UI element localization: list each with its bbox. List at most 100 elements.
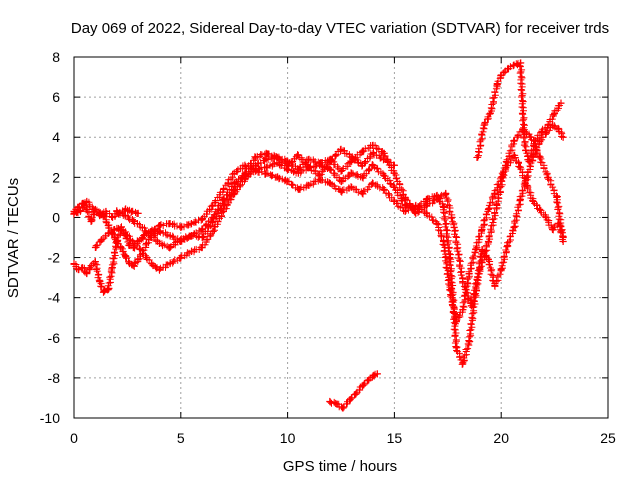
data-point	[544, 121, 552, 129]
data-point	[262, 149, 270, 157]
y-tick-label: 0	[52, 209, 60, 225]
data-point	[348, 169, 356, 177]
data-point	[422, 195, 430, 203]
data-point	[326, 157, 334, 165]
data-point	[557, 99, 565, 107]
data-point	[337, 177, 345, 185]
data-series-track-f	[473, 59, 565, 166]
data-point	[493, 201, 501, 209]
data-point	[459, 306, 467, 314]
data-point	[452, 318, 460, 326]
data-point	[74, 266, 82, 274]
y-tick-label: -2	[48, 250, 61, 266]
data-point	[130, 240, 138, 247]
data-point	[108, 213, 116, 221]
data-point	[510, 61, 518, 69]
data-point	[380, 155, 388, 163]
data-point	[529, 153, 537, 161]
data-point	[79, 264, 86, 272]
data-point	[198, 244, 206, 251]
data-point	[198, 215, 206, 223]
data-point	[504, 65, 512, 73]
data-point	[559, 238, 567, 245]
data-point	[521, 141, 529, 149]
data-point	[493, 81, 501, 89]
data-point	[348, 183, 356, 191]
data-point	[369, 161, 377, 169]
data-point	[230, 169, 238, 177]
data-point	[337, 145, 345, 153]
data-point	[380, 171, 388, 179]
data-point	[487, 109, 494, 117]
y-axis-label: SDTVAR / TECUs	[5, 178, 22, 298]
data-point	[412, 201, 420, 209]
y-tick-label: -8	[48, 370, 61, 386]
data-layer	[70, 59, 567, 412]
data-point	[333, 400, 341, 408]
data-point	[121, 211, 129, 219]
data-point	[252, 153, 260, 161]
data-point	[121, 252, 129, 260]
y-tick-label: 2	[52, 169, 60, 185]
data-point	[121, 205, 129, 213]
data-point	[478, 226, 486, 233]
data-point	[166, 244, 174, 251]
data-point	[440, 203, 447, 211]
data-point	[346, 396, 353, 404]
data-point	[390, 197, 398, 205]
data-point	[128, 207, 136, 215]
data-point	[220, 201, 227, 209]
data-point	[126, 260, 133, 268]
data-point	[491, 189, 499, 197]
data-point	[316, 171, 324, 179]
data-point	[358, 189, 366, 197]
y-tick-label: -10	[40, 410, 60, 426]
x-tick-label: 25	[600, 430, 616, 446]
data-point	[123, 232, 131, 239]
data-point	[136, 246, 144, 253]
data-point	[484, 205, 492, 213]
data-point	[390, 169, 398, 177]
data-point	[70, 260, 78, 268]
data-point	[149, 262, 157, 270]
data-point	[450, 224, 458, 231]
x-tick-label: 0	[70, 430, 78, 446]
data-point	[452, 344, 460, 352]
data-point	[459, 278, 467, 286]
data-point	[390, 161, 398, 169]
data-point	[188, 232, 195, 239]
data-point	[143, 254, 151, 262]
data-point	[516, 195, 524, 203]
data-point	[134, 256, 142, 264]
data-point	[527, 133, 535, 141]
data-point	[476, 266, 484, 274]
data-point	[538, 127, 546, 135]
data-point	[198, 234, 206, 241]
data-point	[262, 163, 270, 171]
data-point	[294, 165, 302, 173]
tick-layer: 0 5 10 15 20 25 -10 -8 -6 -4 -2 0 2 4 6 8	[40, 49, 616, 446]
data-point	[143, 240, 151, 247]
data-point	[553, 193, 561, 201]
data-point	[166, 260, 174, 268]
data-point	[151, 230, 159, 237]
data-point	[115, 209, 123, 217]
data-point	[433, 220, 441, 227]
data-point	[273, 153, 281, 161]
data-point	[326, 179, 334, 187]
data-point	[531, 137, 539, 145]
data-point	[294, 151, 302, 159]
data-point	[401, 207, 409, 215]
data-point	[89, 205, 97, 213]
data-point	[510, 137, 518, 145]
data-point	[467, 302, 475, 310]
data-point	[497, 71, 505, 79]
data-point	[305, 163, 313, 171]
y-tick-label: -6	[48, 330, 61, 346]
data-point	[155, 228, 163, 235]
data-point	[130, 262, 138, 270]
data-point	[284, 177, 292, 185]
x-tick-label: 10	[280, 430, 296, 446]
data-point	[241, 169, 249, 177]
